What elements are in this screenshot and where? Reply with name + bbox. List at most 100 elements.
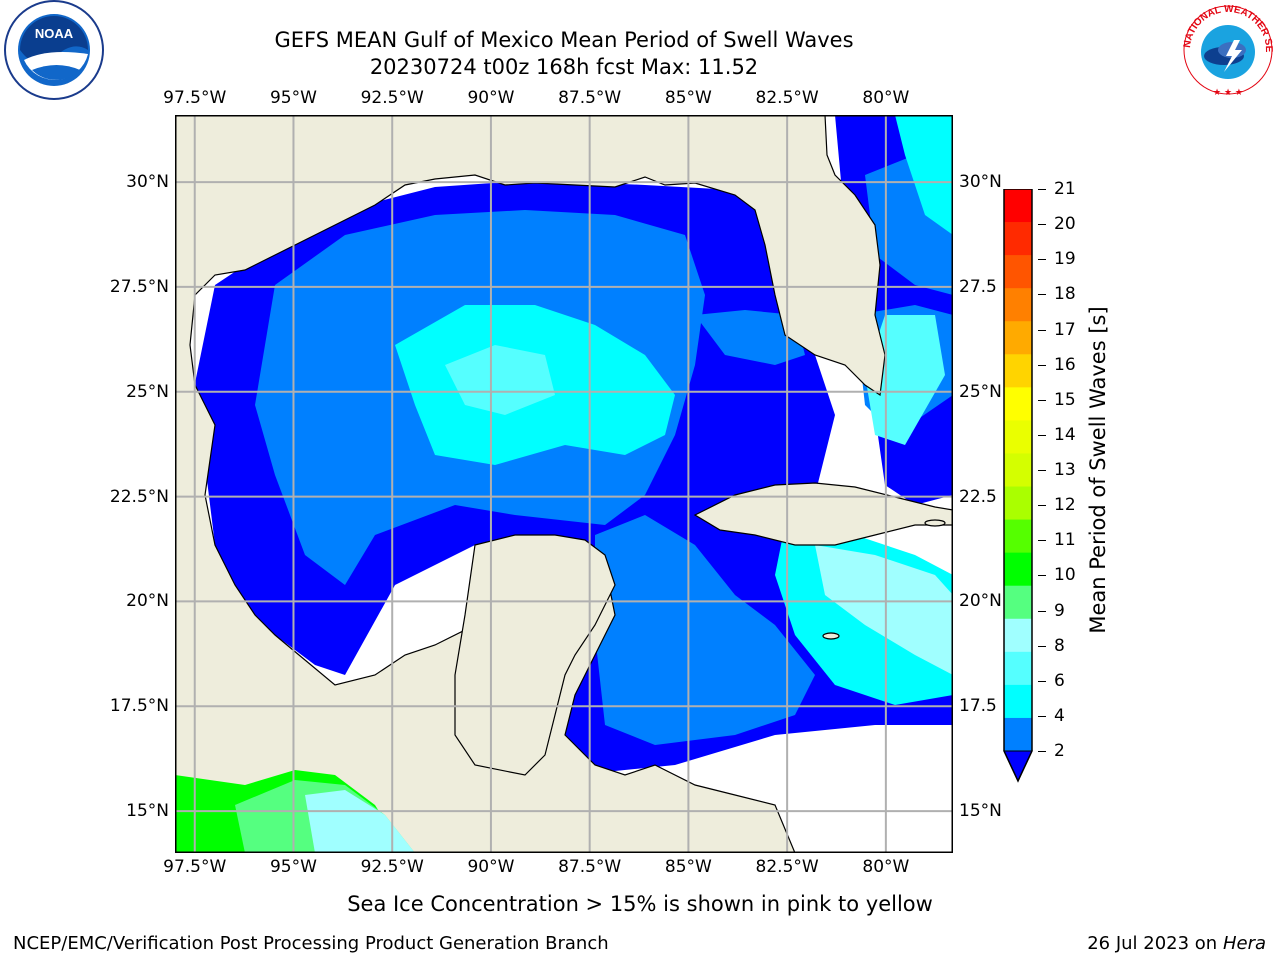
- colorbar-tick-mark: [1038, 364, 1046, 366]
- lat-label-left: 30°N: [126, 172, 169, 193]
- lat-label-left: 17.5°N: [109, 696, 169, 717]
- lat-label-right: 15°N: [959, 801, 1002, 822]
- lon-label-bottom: 95°W: [269, 857, 317, 877]
- colorbar-tick-label: 21: [1054, 179, 1076, 199]
- colorbar-band: [1004, 288, 1032, 322]
- colorbar-tick-mark: [1038, 540, 1046, 542]
- lat-label-left: 20°N: [126, 591, 169, 612]
- lon-label-bottom: 92.5°W: [360, 857, 424, 877]
- colorbar-band: [1004, 585, 1032, 620]
- colorbar-tick-mark: [1038, 224, 1046, 226]
- lat-label-right: 25°N: [959, 381, 1002, 402]
- footer-date-text: 26 Jul 2023 on: [1087, 933, 1223, 954]
- colorbar-band: [1004, 651, 1032, 686]
- colorbar-tick-label: 15: [1054, 389, 1076, 410]
- lon-label-top: 92.5°W: [360, 88, 424, 108]
- colorbar-tick-label: 17: [1054, 319, 1076, 340]
- colorbar-band: [1004, 189, 1032, 223]
- colorbar-band: [1004, 321, 1032, 355]
- colorbar-tick-mark: [1038, 505, 1046, 507]
- colorbar-tick-mark: [1038, 575, 1046, 577]
- noaa-logo-text: NOAA: [35, 26, 74, 41]
- colorbar-tick-mark: [1038, 189, 1046, 190]
- lon-label-bottom: 85°W: [664, 857, 712, 877]
- colorbar-tick-mark: [1038, 680, 1046, 682]
- swell-period-field: [195, 115, 953, 775]
- colorbar-tick-mark: [1038, 751, 1046, 752]
- noaa-logo-icon: NOAA: [2, 0, 106, 104]
- footer-branch: NCEP/EMC/Verification Post Processing Pr…: [13, 933, 609, 954]
- lat-label-right: 27.5: [959, 276, 997, 297]
- map-border: [175, 115, 953, 853]
- lon-label-bottom: 90°W: [467, 857, 515, 877]
- colorbar-tick-label: 4: [1054, 705, 1065, 726]
- lon-label-top: 87.5°W: [558, 88, 622, 108]
- colorbar-band: [1004, 387, 1032, 421]
- graticule: [175, 115, 953, 853]
- sea-ice-note: Sea Ice Concentration > 15% is shown in …: [347, 892, 933, 916]
- map-subtitle: 20230724 t00z 168h fcst Max: 11.52: [369, 55, 759, 79]
- colorbar-tick-label: 14: [1054, 424, 1076, 445]
- colorbar: [1003, 188, 1039, 789]
- colorbar-band: [1004, 618, 1032, 653]
- colorbar-tick-mark: [1038, 434, 1046, 436]
- map-plot: [174, 114, 954, 854]
- lat-label-left: 22.5°N: [109, 486, 169, 507]
- lat-label-left: 15°N: [126, 801, 169, 822]
- colorbar-tick-label: 19: [1054, 249, 1076, 270]
- colorbar-tick-label: 8: [1054, 635, 1065, 656]
- colorbar-tick-mark: [1038, 610, 1046, 612]
- svg-text:★ ★ ★: ★ ★ ★: [1213, 88, 1243, 98]
- colorbar-tick-label: 16: [1054, 354, 1076, 375]
- colorbar-tick-mark: [1038, 259, 1046, 261]
- colorbar-tick-label: 11: [1054, 530, 1076, 551]
- colorbar-tick-mark: [1038, 399, 1046, 401]
- map-panel[interactable]: [174, 114, 954, 854]
- map-title: GEFS MEAN Gulf of Mexico Mean Period of …: [274, 28, 854, 52]
- colorbar-band: [1004, 420, 1032, 454]
- colorbar-tick-mark: [1038, 294, 1046, 296]
- lon-label-top: 80°W: [862, 88, 910, 108]
- colorbar-tick-label: 10: [1054, 565, 1076, 586]
- lat-label-right: 17.5: [959, 696, 997, 717]
- lat-label-right: 30°N: [959, 172, 1002, 193]
- colorbar-band: [1004, 453, 1032, 488]
- colorbar-tick-mark: [1038, 645, 1046, 647]
- colorbar-tick-label: 13: [1054, 460, 1076, 480]
- lon-label-top: 97.5°W: [163, 88, 227, 108]
- colorbar-band: [1004, 684, 1032, 719]
- colorbar-tick-mark: [1038, 470, 1046, 471]
- colorbar-band: [1004, 255, 1032, 289]
- lon-label-top: 82.5°W: [755, 88, 819, 108]
- lat-label-right: 20°N: [959, 591, 1002, 612]
- colorbar-band: [1004, 354, 1032, 388]
- colorbar-tick-mark: [1038, 329, 1046, 331]
- colorbar-tick-label: 9: [1054, 600, 1065, 621]
- colorbar-tick-label: 12: [1054, 495, 1076, 516]
- lon-label-bottom: 87.5°W: [558, 857, 622, 877]
- lon-label-top: 90°W: [467, 88, 515, 108]
- lat-label-left: 27.5°N: [109, 276, 169, 297]
- colorbar-extend-arrow: [1003, 750, 1033, 783]
- colorbar-band: [1004, 519, 1032, 554]
- colorbar-tick-label: 20: [1054, 214, 1076, 235]
- footer-date: 26 Jul 2023 on Hera: [1087, 933, 1266, 954]
- lon-label-bottom: 80°W: [862, 857, 910, 877]
- lon-label-top: 85°W: [664, 88, 712, 108]
- colorbar-label: Mean Period of Swell Waves [s]: [1086, 306, 1110, 634]
- colorbar-band: [1004, 552, 1032, 587]
- colorbar-band: [1004, 717, 1032, 752]
- nws-logo-icon: NATIONAL WEATHER SERVICE ★ ★ ★: [1172, 0, 1280, 100]
- colorbar-band: [1004, 222, 1032, 256]
- lon-label-top: 95°W: [269, 88, 317, 108]
- colorbar-tick-mark: [1038, 715, 1046, 717]
- colorbar-band: [1004, 486, 1032, 521]
- lon-label-bottom: 82.5°W: [755, 857, 819, 877]
- colorbar-frame: [1003, 188, 1033, 783]
- lat-label-left: 25°N: [126, 381, 169, 402]
- colorbar-tick-label: 6: [1054, 670, 1065, 691]
- footer-host: Hera: [1222, 933, 1266, 954]
- colorbar-tick-label: 2: [1054, 741, 1065, 761]
- lat-label-right: 22.5: [959, 486, 997, 507]
- lon-label-bottom: 97.5°W: [163, 857, 227, 877]
